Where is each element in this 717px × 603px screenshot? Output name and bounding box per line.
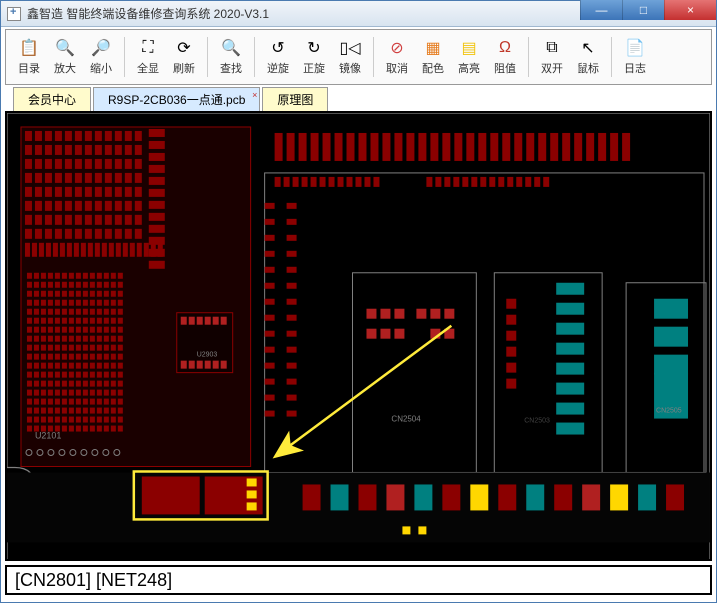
rotate-cw-label: 正旋 xyxy=(303,60,325,76)
rotate-cw-icon: ↻ xyxy=(304,38,324,58)
zoom-out-button[interactable]: 🔎 缩小 xyxy=(84,32,118,82)
zoom-in-button[interactable]: 🔍 放大 xyxy=(48,32,82,82)
titlebar: 鑫智造 智能终端设备维修查询系统 2020-V3.1 — □ × xyxy=(1,1,716,27)
mirror-label: 镜像 xyxy=(339,60,361,76)
tab-schematic[interactable]: 原理图 xyxy=(262,87,328,111)
zoom-in-icon: 🔍 xyxy=(55,38,75,58)
window-controls: — □ × xyxy=(580,0,716,20)
svg-text:CN2504: CN2504 xyxy=(391,415,421,424)
palette-icon: ▦ xyxy=(423,38,443,58)
tab-member-center[interactable]: 会员中心 xyxy=(13,87,91,111)
find-label: 查找 xyxy=(220,60,242,76)
pcb-canvas: U2101 U2903 CN2504 CN2503 CN2505 xyxy=(7,113,710,561)
highlight-label: 高亮 xyxy=(458,60,480,76)
rotate-ccw-icon: ↺ xyxy=(268,38,288,58)
app-icon xyxy=(7,7,21,21)
refresh-label: 刷新 xyxy=(173,60,195,76)
svg-text:CN2505: CN2505 xyxy=(656,408,682,415)
rotate-cw-button[interactable]: ↻ 正旋 xyxy=(297,32,331,82)
palette-label: 配色 xyxy=(422,60,444,76)
refresh-button[interactable]: ⟳ 刷新 xyxy=(167,32,201,82)
window-title: 鑫智造 智能终端设备维修查询系统 2020-V3.1 xyxy=(27,5,269,22)
tab-bar: 会员中心R9SP-2CB036一点通.pcb×原理图 xyxy=(5,87,712,111)
tab-pcb-file[interactable]: R9SP-2CB036一点通.pcb× xyxy=(93,87,260,111)
fit-label: 全显 xyxy=(137,60,159,76)
find-icon: 🔍 xyxy=(221,38,241,58)
log-icon: 📄 xyxy=(625,38,645,58)
catalog-icon: 📋 xyxy=(19,38,39,58)
svg-text:U2903: U2903 xyxy=(197,352,218,359)
find-button[interactable]: 🔍 查找 xyxy=(214,32,248,82)
minimize-button[interactable]: — xyxy=(580,0,622,20)
rotate-ccw-label: 逆旋 xyxy=(267,60,289,76)
dual-icon: ⧉ xyxy=(542,38,562,58)
cursor-button[interactable]: ↖ 鼠标 xyxy=(571,32,605,82)
resistance-icon: Ω xyxy=(495,38,515,58)
close-button[interactable]: × xyxy=(664,0,716,20)
maximize-button[interactable]: □ xyxy=(622,0,664,20)
cursor-icon: ↖ xyxy=(578,38,598,58)
resistance-button[interactable]: Ω 阻值 xyxy=(488,32,522,82)
svg-text:CN2503: CN2503 xyxy=(524,418,550,425)
resistance-label: 阻值 xyxy=(494,60,516,76)
mirror-icon: ▯◁ xyxy=(340,38,360,58)
cancel-button[interactable]: ⊘ 取消 xyxy=(380,32,414,82)
catalog-button[interactable]: 📋 目录 xyxy=(12,32,46,82)
log-label: 日志 xyxy=(624,60,646,76)
cancel-icon: ⊘ xyxy=(387,38,407,58)
svg-text:U2101: U2101 xyxy=(35,431,61,441)
mirror-button[interactable]: ▯◁ 镜像 xyxy=(333,32,367,82)
dual-label: 双开 xyxy=(541,60,563,76)
zoom-in-label: 放大 xyxy=(54,60,76,76)
fit-button[interactable]: ⛶ 全显 xyxy=(131,32,165,82)
zoom-out-icon: 🔎 xyxy=(91,38,111,58)
highlight-icon: ▤ xyxy=(459,38,479,58)
toolbar: 📋 目录 🔍 放大 🔎 缩小 ⛶ 全显 ⟳ 刷新 🔍 查找 ↺ 逆旋 ↻ 正旋 ▯◁ 镜像 ⊘ 取消 ▦ 配色 ▤ 高亮 Ω 阻值… xyxy=(5,29,712,85)
rotate-ccw-button[interactable]: ↺ 逆旋 xyxy=(261,32,295,82)
highlight-button[interactable]: ▤ 高亮 xyxy=(452,32,486,82)
fit-icon: ⛶ xyxy=(138,38,158,58)
application-window: 鑫智造 智能终端设备维修查询系统 2020-V3.1 — □ × 📋 目录 🔍 放大 🔎… xyxy=(0,0,717,603)
catalog-label: 目录 xyxy=(18,60,40,76)
zoom-out-label: 缩小 xyxy=(90,60,112,76)
cancel-label: 取消 xyxy=(386,60,408,76)
pcb-viewport[interactable]: U2101 U2903 CN2504 CN2503 CN2505 xyxy=(5,111,712,561)
refresh-icon: ⟳ xyxy=(174,38,194,58)
log-button[interactable]: 📄 日志 xyxy=(618,32,652,82)
status-bar: [CN2801] [NET248] xyxy=(5,565,712,595)
palette-button[interactable]: ▦ 配色 xyxy=(416,32,450,82)
dual-button[interactable]: ⧉ 双开 xyxy=(535,32,569,82)
cursor-label: 鼠标 xyxy=(577,60,599,76)
tab-close-icon[interactable]: × xyxy=(252,90,257,100)
